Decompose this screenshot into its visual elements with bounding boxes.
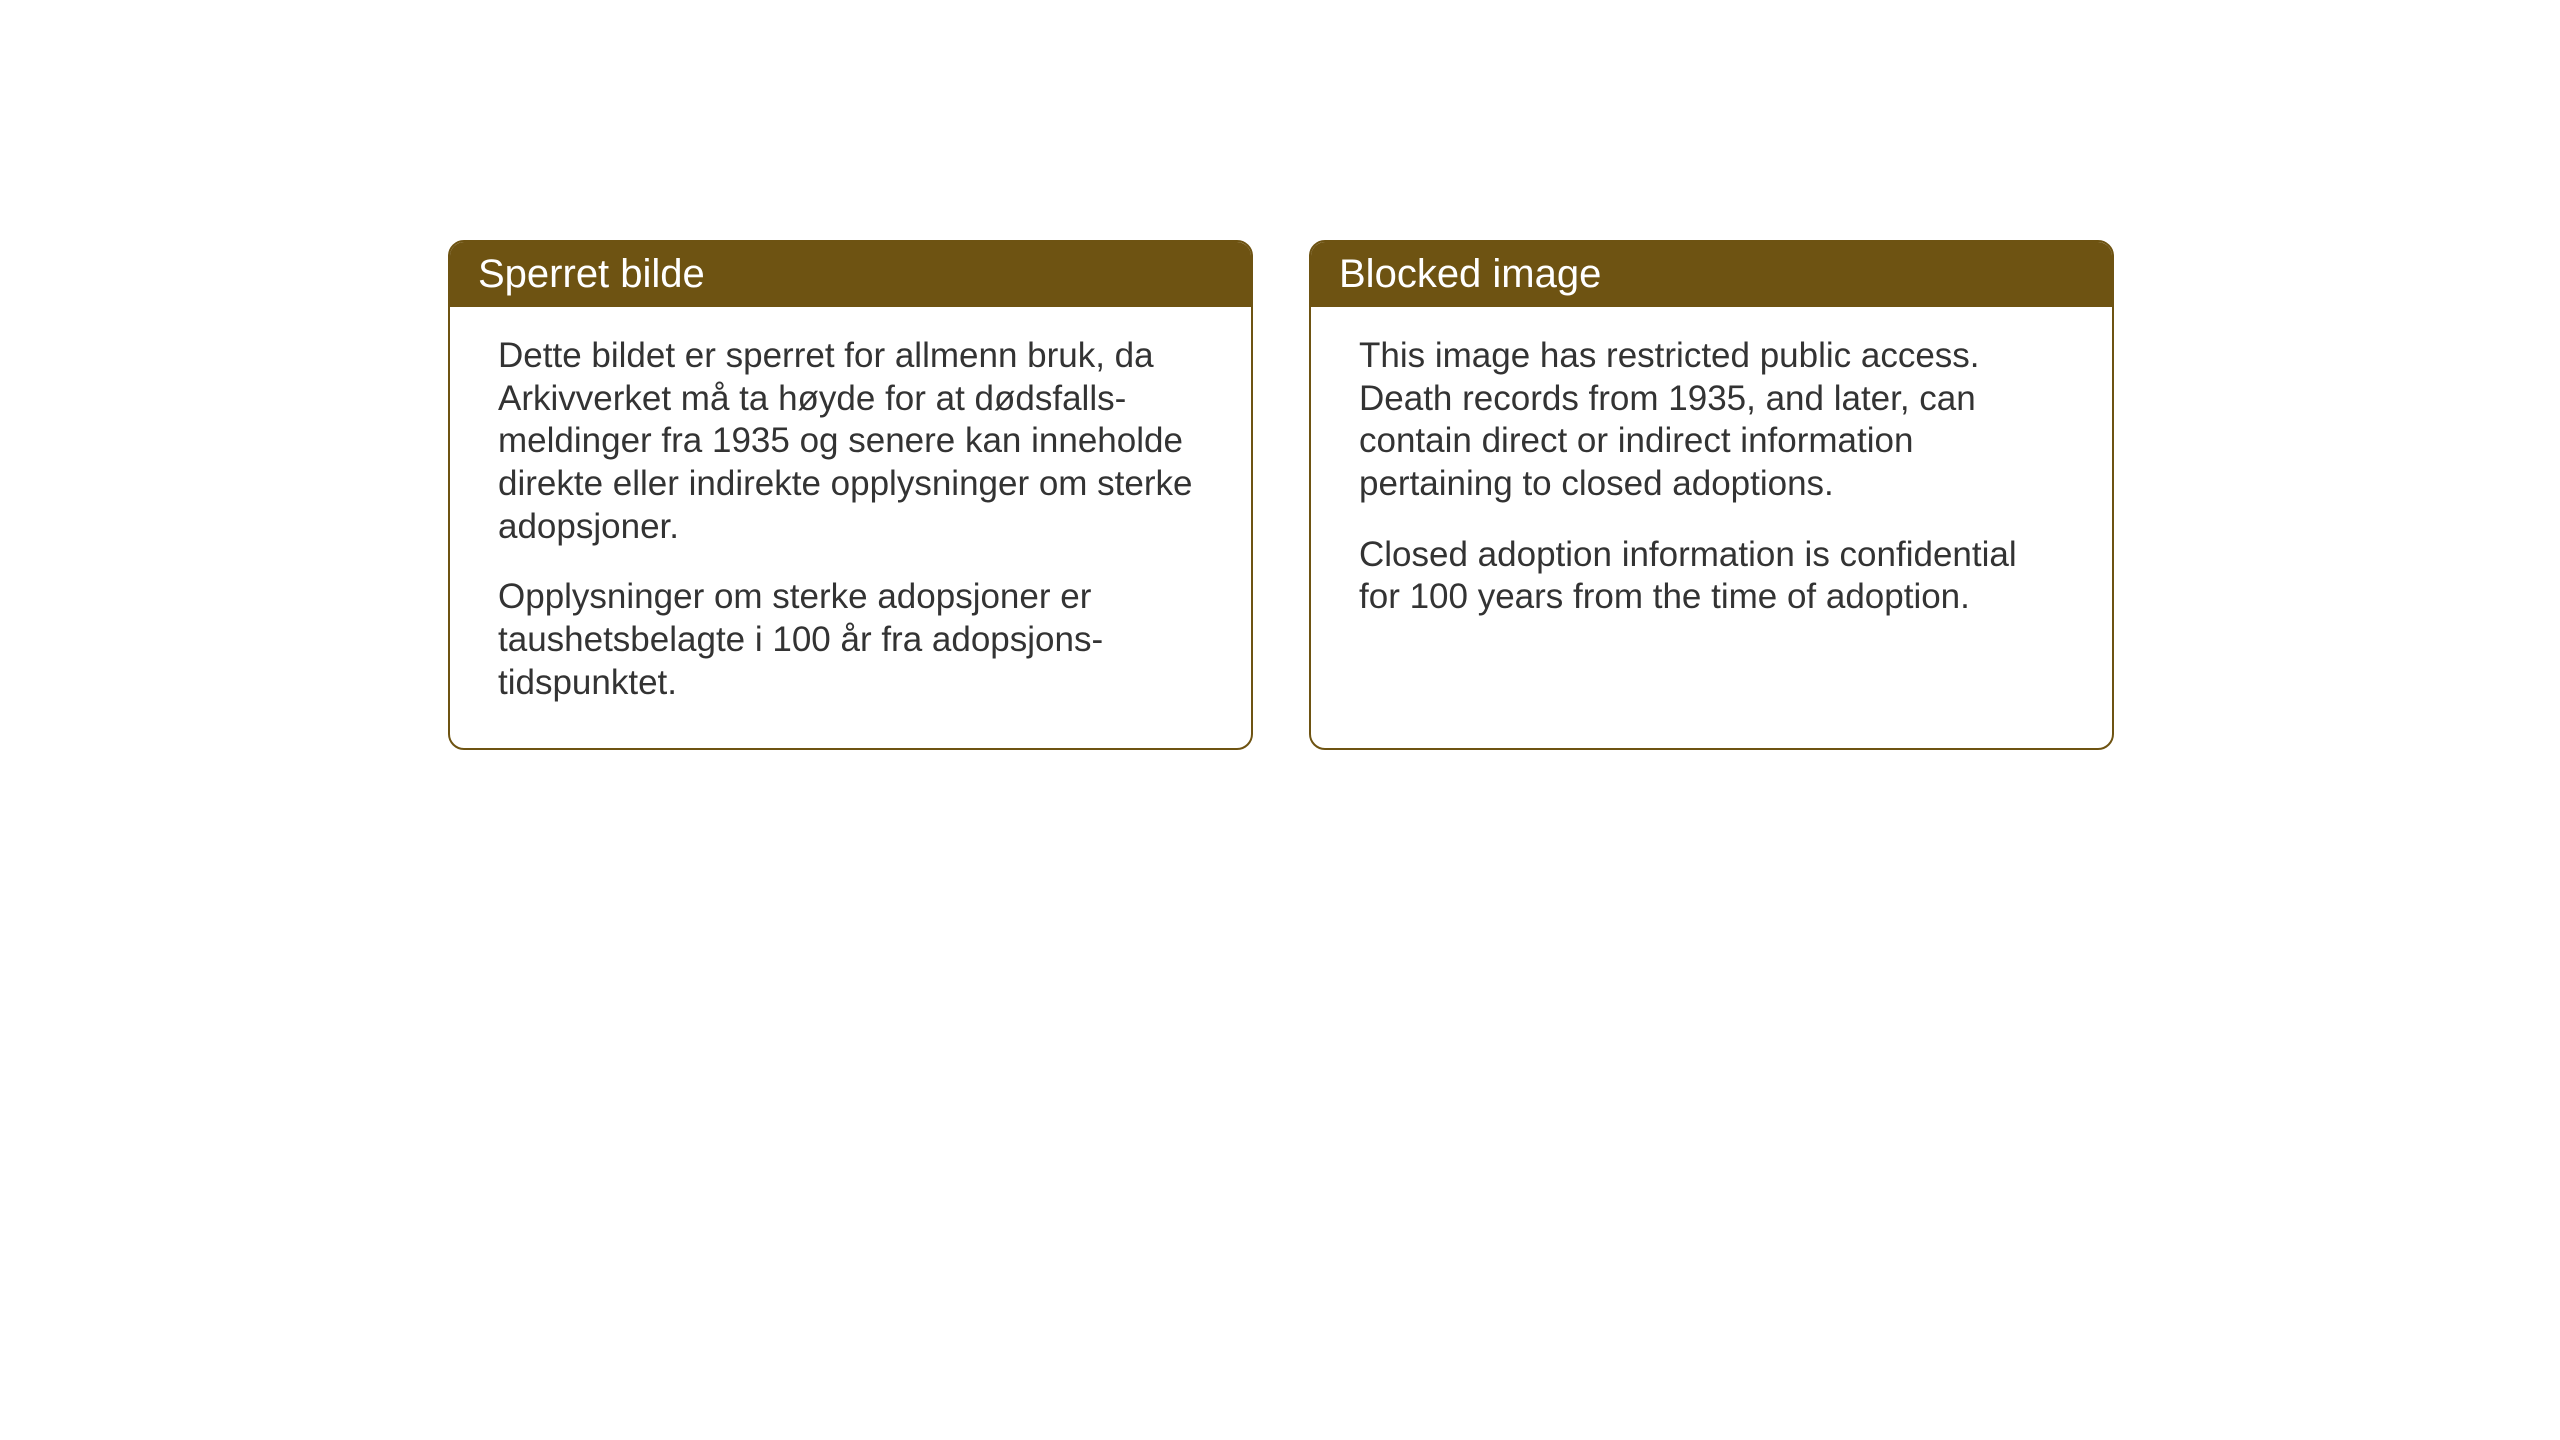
card-paragraph-1-english: This image has restricted public access.… <box>1359 335 2064 506</box>
card-paragraph-2-norwegian: Opplysninger om sterke adopsjoner er tau… <box>498 576 1203 704</box>
card-title-norwegian: Sperret bilde <box>478 252 705 296</box>
card-norwegian: Sperret bilde Dette bildet er sperret fo… <box>448 240 1253 750</box>
card-paragraph-2-english: Closed adoption information is confident… <box>1359 534 2064 619</box>
card-header-norwegian: Sperret bilde <box>450 242 1251 307</box>
card-body-norwegian: Dette bildet er sperret for allmenn bruk… <box>450 307 1251 741</box>
card-header-english: Blocked image <box>1311 242 2112 307</box>
card-title-english: Blocked image <box>1339 252 1601 296</box>
card-paragraph-1-norwegian: Dette bildet er sperret for allmenn bruk… <box>498 335 1203 548</box>
card-body-english: This image has restricted public access.… <box>1311 307 2112 655</box>
card-english: Blocked image This image has restricted … <box>1309 240 2114 750</box>
cards-container: Sperret bilde Dette bildet er sperret fo… <box>448 240 2114 750</box>
